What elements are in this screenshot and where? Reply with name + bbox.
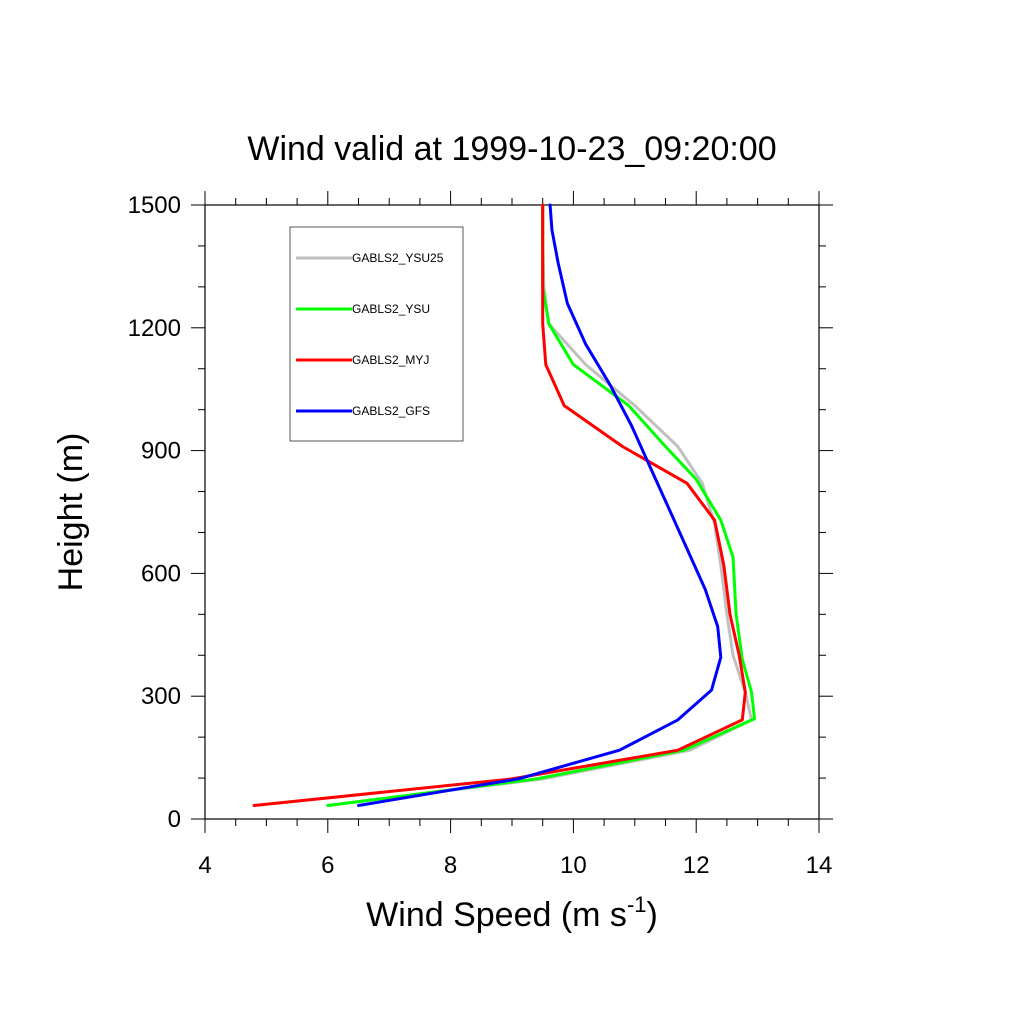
legend-label-gabls2-ysu25: GABLS2_YSU25	[352, 251, 444, 265]
legend-label-gabls2-gfs: GABLS2_GFS	[352, 404, 430, 418]
x-axis-label-main: Wind Speed (m s	[366, 896, 627, 934]
legend: GABLS2_YSU25 GABLS2_YSU GABLS2_MYJ GABLS2_G…	[289, 226, 464, 442]
legend-label-gabls2-myj: GABLS2_MYJ	[352, 353, 429, 367]
chart-title: Wind valid at 1999-10-23_09:20:00	[247, 130, 776, 168]
x-axis-label-close: )	[647, 896, 658, 934]
x-tick-label: 4	[198, 852, 211, 879]
series-line-gabls2-gfs	[357, 203, 723, 807]
x-axis-label-superscript: -1	[627, 892, 647, 917]
y-tick-label: 900	[141, 438, 181, 465]
legend-label-gabls2-ysu: GABLS2_YSU	[352, 302, 430, 316]
legend-box	[289, 226, 464, 442]
x-tick-label: 14	[806, 852, 833, 879]
x-tick-label: 8	[444, 852, 457, 879]
series-line-gabls2-myj	[252, 203, 747, 807]
series-group	[252, 203, 756, 807]
x-axis-label: Wind Speed (m s-1)	[366, 892, 658, 934]
y-tick-label: 1200	[128, 315, 181, 342]
x-tick-label: 10	[560, 852, 587, 879]
y-tick-label: 1500	[128, 192, 181, 219]
y-tick-label: 0	[168, 806, 181, 833]
y-axis-label: Height (m)	[52, 433, 90, 592]
axis-ticks: 4 6 8 10 12 14 0 300 600 900 1200 1500	[128, 191, 833, 879]
y-tick-label: 300	[141, 683, 181, 710]
x-tick-label: 12	[683, 852, 710, 879]
series-line-gabls2-ysu	[326, 203, 756, 807]
x-tick-label: 6	[321, 852, 334, 879]
y-tick-label: 600	[141, 560, 181, 587]
